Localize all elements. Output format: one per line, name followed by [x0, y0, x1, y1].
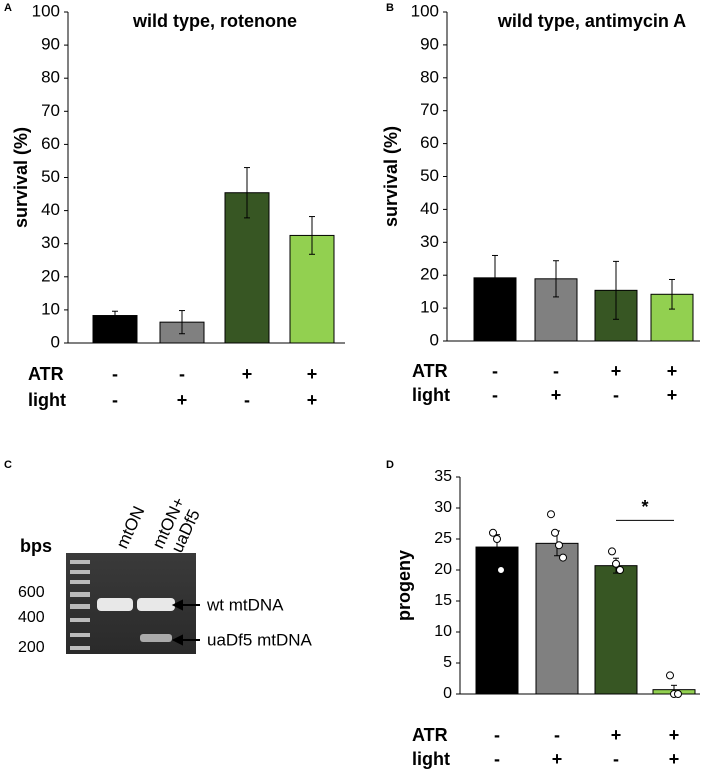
bar [594, 565, 638, 695]
y-tick-label: 35 [434, 468, 452, 485]
y-tick-label: 80 [41, 68, 60, 87]
condition-label: light [412, 749, 450, 769]
data-point [616, 566, 624, 574]
gel-panel: C bps 600 400 200 mtON mtON+ uaDf5 wt mt… [4, 459, 313, 656]
y-tick-label: 10 [434, 623, 452, 640]
condition-value: - [179, 364, 185, 384]
data-point [547, 510, 555, 519]
y-tick-label: 20 [41, 266, 60, 285]
y-tick-label: 70 [41, 101, 60, 120]
y-axis-label: survival (%) [11, 127, 31, 228]
data-point [497, 566, 505, 574]
bar [475, 546, 519, 695]
gel-band [140, 634, 172, 642]
chart-title: wild type, rotenone [132, 11, 297, 31]
lane-label: mtON [112, 503, 148, 551]
y-tick-label: 50 [41, 167, 60, 186]
y-tick-label: 25 [434, 530, 452, 547]
y-tick-label: 10 [41, 299, 60, 318]
condition-value: - [492, 361, 498, 381]
y-tick-label: 60 [41, 134, 60, 153]
y-tick-label: 20 [420, 265, 439, 284]
panel-letter: B [386, 2, 394, 14]
y-tick-label: 50 [420, 166, 439, 185]
data-point [489, 528, 497, 537]
y-tick-label: 0 [430, 330, 439, 349]
panel-letter: C [4, 459, 12, 471]
band-label: uaDf5 mtDNA [207, 630, 313, 649]
condition-value: - [553, 361, 559, 381]
band-label: wt mtDNA [206, 595, 284, 614]
marker-label: 200 [18, 639, 45, 656]
gel-unit: bps [20, 536, 52, 556]
y-tick-label: 70 [420, 100, 439, 119]
condition-value: - [554, 725, 560, 745]
panel-letter: A [4, 2, 12, 14]
gel-band [97, 598, 133, 611]
significance-label: * [641, 497, 648, 517]
y-axis-label: progeny [394, 550, 414, 621]
condition-value: - [112, 390, 118, 410]
condition-value: + [611, 361, 622, 381]
y-tick-label: 90 [420, 34, 439, 53]
y-tick-label: 30 [41, 233, 60, 252]
y-tick-label: 80 [420, 67, 439, 86]
y-tick-label: 30 [434, 499, 452, 516]
data-point [666, 671, 674, 680]
data-point [559, 553, 567, 562]
chart-title: wild type, antimycin A [497, 11, 686, 31]
condition-value: + [669, 725, 680, 745]
y-tick-label: 20 [434, 561, 452, 578]
condition-value: + [551, 385, 562, 405]
condition-label: ATR [412, 725, 448, 745]
y-tick-label: 30 [420, 232, 439, 251]
y-tick-label: 0 [443, 685, 452, 702]
bar [535, 542, 579, 695]
condition-value: + [307, 364, 318, 384]
data-point [674, 690, 682, 698]
condition-value: - [613, 385, 619, 405]
condition-value: + [611, 725, 622, 745]
condition-value: + [307, 390, 318, 410]
data-point [555, 541, 563, 550]
data-point [551, 528, 559, 537]
condition-value: - [112, 364, 118, 384]
y-tick-label: 60 [420, 133, 439, 152]
y-tick-label: 100 [32, 1, 60, 20]
condition-value: - [613, 749, 619, 769]
y-tick-label: 40 [420, 199, 439, 218]
ladder [70, 560, 90, 650]
condition-value: + [552, 749, 563, 769]
condition-label: ATR [412, 361, 448, 381]
condition-value: + [667, 385, 678, 405]
marker-label: 600 [18, 584, 45, 601]
condition-label: light [412, 385, 450, 405]
marker-label: 400 [18, 609, 45, 626]
y-tick-label: 10 [420, 298, 439, 317]
y-tick-label: 100 [411, 1, 439, 20]
condition-value: + [177, 390, 188, 410]
condition-value: - [492, 385, 498, 405]
data-point [493, 535, 501, 543]
condition-value: - [494, 725, 500, 745]
y-axis-label: survival (%) [381, 126, 401, 227]
data-point [608, 547, 616, 556]
y-tick-label: 40 [41, 200, 60, 219]
y-tick-label: 5 [443, 654, 452, 671]
band-arrows [171, 599, 200, 646]
condition-value: - [494, 749, 500, 769]
condition-value: - [244, 390, 250, 410]
condition-label: ATR [28, 364, 64, 384]
condition-label: light [28, 390, 66, 410]
condition-value: + [667, 361, 678, 381]
condition-value: + [669, 749, 680, 769]
gel-band [137, 598, 175, 611]
y-tick-label: 15 [434, 592, 452, 609]
panel-letter: D [386, 459, 394, 471]
data-point [612, 559, 620, 568]
y-tick-label: 0 [51, 332, 60, 351]
condition-value: + [242, 364, 253, 384]
y-tick-label: 90 [41, 35, 60, 54]
